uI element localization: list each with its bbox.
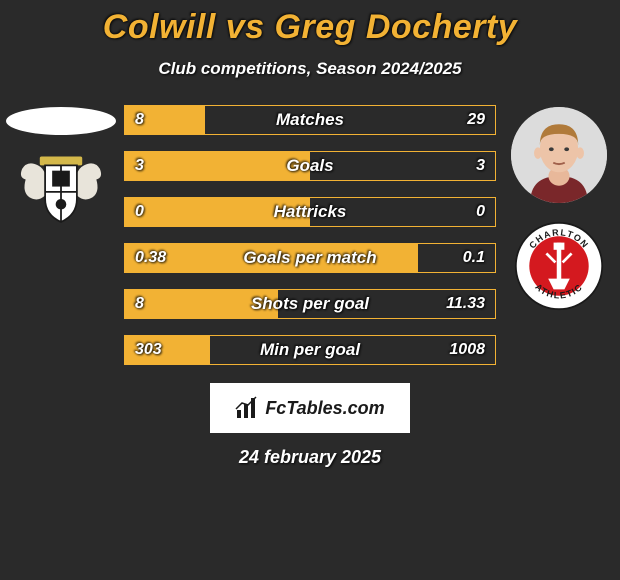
brand-bars-icon: [235, 396, 259, 420]
stat-right-value: 0: [476, 203, 485, 221]
right-column: CHARLTON ATHLETIC: [504, 99, 614, 365]
date-label: 24 february 2025: [0, 447, 620, 468]
stat-left-value: 0: [135, 203, 144, 221]
stat-bar: 0 0 Hattricks: [124, 197, 496, 227]
stat-right-value: 1008: [449, 341, 485, 359]
exeter-crest-icon: [16, 153, 106, 229]
subtitle: Club competitions, Season 2024/2025: [0, 59, 620, 79]
comparison-card: Colwill vs Greg Docherty Club competitio…: [0, 0, 620, 468]
stat-bar-right-fill: [310, 152, 495, 180]
stat-bar: 303 1008 Min per goal: [124, 335, 496, 365]
stats-column: 8 29 Matches 3 3 Goals 0 0 Hattricks 0.38 0.1 Goals…: [124, 99, 496, 365]
left-column: [6, 99, 116, 365]
stat-label: Min per goal: [260, 340, 360, 360]
stat-label: Hattricks: [274, 202, 347, 222]
stat-bar: 8 29 Matches: [124, 105, 496, 135]
stat-bar: 8 11.33 Shots per goal: [124, 289, 496, 319]
stat-bar-left-fill: [125, 152, 310, 180]
stat-right-value: 29: [467, 111, 485, 129]
stat-label: Goals: [286, 156, 333, 176]
stat-right-value: 0.1: [463, 249, 485, 267]
stat-label: Matches: [276, 110, 344, 130]
brand-text: FcTables.com: [265, 398, 384, 419]
stat-right-value: 3: [476, 157, 485, 175]
page-title: Colwill vs Greg Docherty: [0, 8, 620, 47]
player-photo-placeholder: [6, 107, 116, 135]
stat-label: Goals per match: [243, 248, 376, 268]
stat-bar: 3 3 Goals: [124, 151, 496, 181]
stat-left-value: 0.38: [135, 249, 166, 267]
stat-left-value: 303: [135, 341, 162, 359]
stat-left-value: 3: [135, 157, 144, 175]
left-club-badge: [16, 153, 106, 229]
stat-left-value: 8: [135, 111, 144, 129]
stat-label: Shots per goal: [251, 294, 369, 314]
stat-left-value: 8: [135, 295, 144, 313]
stat-bar-right-fill: [205, 106, 495, 134]
charlton-crest-icon: CHARLTON ATHLETIC: [514, 221, 604, 311]
brand-logo: FcTables.com: [210, 383, 410, 433]
stat-right-value: 11.33: [446, 295, 485, 313]
right-club-badge: CHARLTON ATHLETIC: [514, 221, 604, 311]
stat-bar: 0.38 0.1 Goals per match: [124, 243, 496, 273]
player-headshot-icon: [511, 107, 607, 203]
player-photo: [511, 107, 607, 203]
main-row: 8 29 Matches 3 3 Goals 0 0 Hattricks 0.38 0.1 Goals…: [0, 99, 620, 365]
